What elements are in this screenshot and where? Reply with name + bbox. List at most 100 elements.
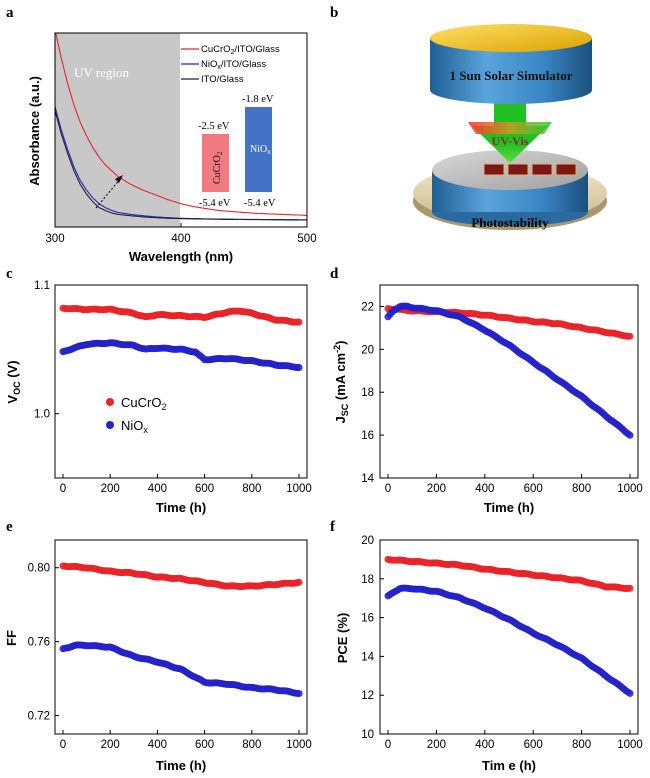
ff-chart: 0 200 400 600 800 1000 0.72 0.76 0.80 Time (h) F…: [4, 539, 312, 773]
y-tick-label: 0.72: [28, 711, 50, 723]
absorbance-line-0: [54, 32, 308, 216]
cucro2-bar-label: CuCrO2: [212, 151, 224, 184]
x-tick-label: 1000: [286, 739, 312, 751]
x-axis-label-f: Tim e (h): [482, 758, 536, 773]
stage-label: Photostability: [471, 215, 549, 230]
simulator-label: 1 Sun Solar Simulator: [450, 68, 573, 83]
x-tick-label: 400: [148, 483, 167, 495]
panel-label-d: d: [330, 266, 339, 282]
x-axis-label-e: Time (h): [156, 758, 206, 773]
y-axis-label-c: VOC (V): [5, 360, 22, 403]
panel-label-a: a: [6, 5, 14, 21]
legend-c: CuCrO2 NiOx: [106, 395, 166, 435]
light-spectrum: [468, 122, 552, 134]
y-tick-label: 20: [361, 535, 374, 547]
ff-markers: [59, 562, 303, 697]
x-axis-label-c: Time (h): [156, 500, 206, 515]
y-tick-label: 0.80: [28, 563, 50, 575]
absorbance-line-2: [54, 110, 307, 221]
legend-text-cucro2: CuCrO2/ITO/Glass: [201, 44, 280, 56]
cucro2-bottom-level: -5.4 eV: [199, 198, 231, 209]
energy-level-inset: -2.5 eV CuCrO2 -5.4 eV -1.8 eV NiOx -5.4…: [198, 94, 276, 209]
data-point-nio: [626, 431, 634, 439]
voc-chart: 0 200 400 600 800 1000 1.0 1.1 Time (h) VOC (V)…: [5, 280, 312, 515]
x-axis-label-d: Time (h): [484, 500, 534, 515]
plot-frame-f: [379, 539, 639, 735]
x-tick-500: 500: [297, 233, 316, 245]
data-point-nio: [295, 363, 303, 371]
device-cell: [531, 163, 553, 176]
y-axis-label-d: JSC (mA cm-2): [332, 341, 350, 424]
y-tick-label: 18: [361, 574, 374, 586]
niox-bar-label: NiOx: [250, 144, 271, 156]
device-cell: [555, 163, 577, 176]
ff-axes: 0 200 400 600 800 1000 0.72 0.76 0.80: [28, 563, 312, 751]
y-tick-label: 16: [361, 430, 374, 442]
arrow-head: [115, 175, 123, 183]
jsc-axes: 0 200 400 600 800 1000 14 16 18 20 22: [361, 301, 643, 495]
voc-axes: 0 200 400 600 800 1000 1.0 1.1: [34, 280, 312, 495]
x-axis-label-a: Wavelength (nm): [129, 249, 233, 264]
y-axis-label-e: FF: [4, 630, 19, 646]
x-tick-label: 800: [572, 739, 591, 751]
x-tick-label: 400: [475, 483, 494, 495]
y-axis-label-a: Absorbance (a.u.): [27, 76, 42, 186]
panel-label-c: c: [6, 266, 13, 282]
niox-bar: [245, 107, 272, 192]
absorbance-lines: [54, 32, 308, 221]
uv-region-label: UV region: [74, 65, 130, 80]
x-tick-300: 300: [45, 233, 64, 245]
x-tick-label: 600: [195, 483, 214, 495]
legend-text-cucro2: CuCrO2: [121, 395, 166, 412]
device-cell: [507, 163, 529, 176]
simulator-bottom: [430, 76, 592, 104]
y-tick-label: 1.0: [34, 409, 50, 421]
x-tick-label: 0: [60, 483, 66, 495]
y-tick-label: 1.1: [34, 280, 50, 292]
data-point-nio: [626, 689, 634, 697]
legend-text-ito: ITO/Glass: [201, 74, 244, 85]
x-tick-label: 200: [101, 739, 120, 751]
pce-axes: 0 200 400 600 800 1000 10 12 14 16 18 20: [361, 535, 643, 751]
x-tick-label: 800: [242, 483, 261, 495]
x-tick-label: 800: [572, 483, 591, 495]
x-tick-label: 0: [60, 739, 66, 751]
y-tick-label: 0.76: [28, 637, 50, 649]
legend-marker-cucro2: [106, 398, 114, 406]
x-tick-label: 200: [427, 483, 446, 495]
x-tick-label: 400: [475, 739, 494, 751]
light-label: UV-Vis: [492, 134, 529, 148]
legend-marker-niox: [106, 421, 114, 429]
niox-top-level: -1.8 eV: [242, 94, 274, 105]
y-tick-label: 18: [361, 387, 374, 399]
cucro2-bar: [202, 134, 229, 192]
legend-text-niox: NiOx: [121, 418, 148, 435]
x-tick-label: 600: [524, 739, 543, 751]
panel-label-b: b: [330, 5, 338, 21]
x-tick-400: 400: [171, 233, 190, 245]
y-tick-label: 14: [361, 473, 374, 485]
voc-markers: [59, 304, 303, 371]
device-cell: [483, 163, 505, 176]
cucro2-top-level: -2.5 eV: [198, 121, 230, 132]
data-point-cucro: [626, 584, 634, 592]
jsc-markers: [384, 302, 634, 439]
absorbance-chart: UV region CuCrO2/ITO/Glass NiOx/ITO/Glas…: [27, 32, 317, 264]
x-tick-label: 600: [524, 483, 543, 495]
y-tick-label: 16: [361, 613, 374, 625]
x-tick-label: 0: [385, 739, 391, 751]
x-tick-label: 400: [148, 739, 167, 751]
data-point-cucro: [295, 318, 303, 326]
y-tick-label: 12: [361, 690, 374, 702]
x-tick-label: 200: [101, 483, 120, 495]
y-tick-label: 20: [361, 344, 374, 356]
data-point-cucro: [626, 332, 634, 340]
panel-label-e: e: [6, 519, 13, 535]
y-tick-label: 10: [361, 729, 374, 741]
niox-bottom-level: -5.4 eV: [244, 198, 276, 209]
legend-text-niox: NiOx/ITO/Glass: [201, 59, 266, 71]
y-tick-label: 14: [361, 651, 374, 663]
plot-frame-d: [379, 284, 639, 479]
